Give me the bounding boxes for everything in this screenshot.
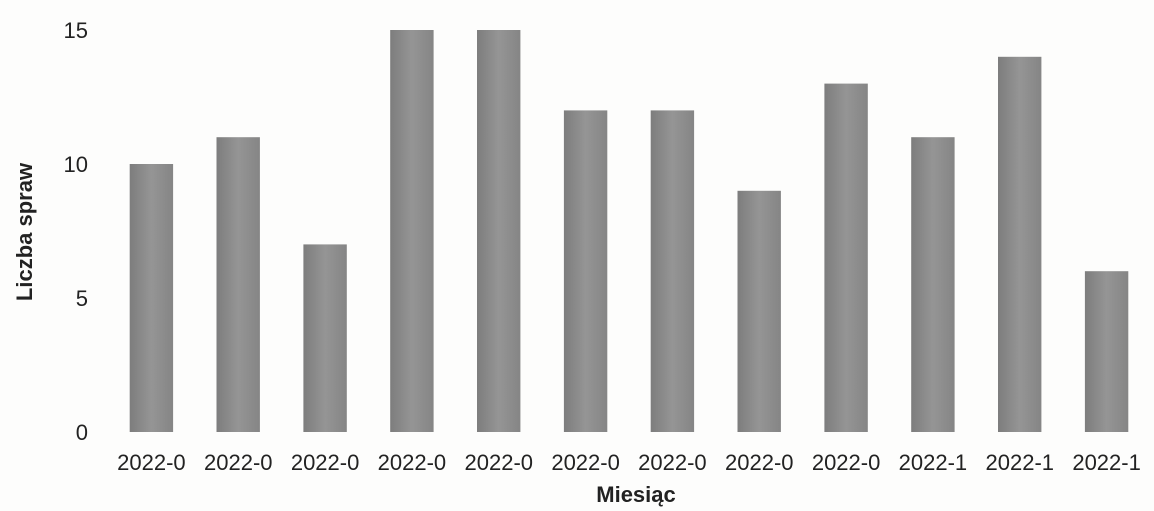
x-tick-label: 2022-0: [638, 450, 707, 475]
bar-5: [477, 30, 521, 432]
x-tick-label: 2022-0: [291, 450, 360, 475]
x-tick-label: 2022-0: [378, 450, 447, 475]
x-axis-ticks: 2022-0 2022-0 2022-0 2022-0 2022-0 2022-0 2022…: [117, 450, 1141, 475]
bar-1: [129, 164, 174, 432]
bar-4: [390, 30, 434, 432]
bar-8: [737, 190, 781, 432]
bar-6: [563, 110, 608, 433]
x-tick-label: 2022-0: [465, 450, 534, 475]
y-tick-label: 10: [64, 152, 88, 177]
y-tick-label: 5: [76, 286, 88, 311]
x-tick-label: 2022-0: [551, 450, 620, 475]
bar-9: [824, 83, 868, 432]
x-tick-label: 2022-0: [117, 450, 186, 475]
y-tick-label: 15: [64, 18, 88, 43]
y-tick-label: 0: [76, 420, 88, 445]
bars-layer: [129, 30, 1129, 433]
bar-10: [911, 137, 955, 432]
y-axis-title: Liczba spraw: [12, 162, 37, 301]
bar-3: [303, 244, 347, 432]
bar-2: [216, 137, 260, 432]
bar-7: [650, 110, 695, 433]
x-tick-label: 2022-1: [899, 450, 968, 475]
x-tick-label: 2022-1: [986, 450, 1055, 475]
x-tick-label: 2022-0: [204, 450, 273, 475]
x-axis-title: Miesiąc: [596, 482, 676, 507]
y-axis-ticks: 0 5 10 15: [64, 18, 88, 445]
bar-11: [998, 56, 1042, 433]
x-tick-label: 2022-0: [725, 450, 794, 475]
x-tick-label: 2022-0: [812, 450, 881, 475]
bar-12: [1084, 271, 1129, 432]
x-tick-label: 2022-1: [1072, 450, 1141, 475]
